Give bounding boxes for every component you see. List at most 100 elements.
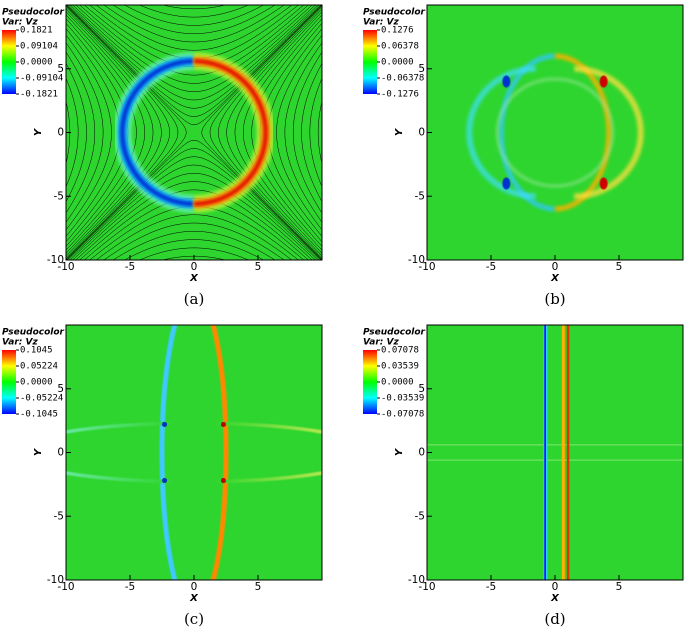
colorbar-label: 0.09104 bbox=[20, 42, 58, 52]
colorbar-label: 0.0000 bbox=[20, 378, 53, 388]
streamline bbox=[66, 62, 87, 203]
y-tick-label: 0 bbox=[57, 127, 64, 139]
x-tick-label: 0 bbox=[552, 581, 559, 593]
streamline bbox=[66, 8, 162, 257]
y-tick-label: 5 bbox=[57, 63, 64, 75]
colorbar-label: -0.05224 bbox=[20, 393, 63, 403]
wave-front bbox=[566, 325, 570, 580]
streamline bbox=[66, 77, 79, 188]
wave-front bbox=[193, 59, 268, 206]
colorbar-label: -0.09104 bbox=[20, 73, 63, 83]
field bbox=[66, 5, 322, 260]
x-tick-label: 0 bbox=[191, 581, 198, 593]
streamline bbox=[79, 189, 309, 260]
y-tick-label: -10 bbox=[47, 254, 64, 266]
wave-front bbox=[561, 325, 565, 580]
y-tick-label: 5 bbox=[57, 383, 64, 395]
streamline bbox=[69, 164, 319, 260]
streamline bbox=[66, 11, 154, 254]
colorbar-label: -0.06378 bbox=[381, 73, 424, 83]
wave-front bbox=[120, 59, 195, 206]
y-tick-label: -10 bbox=[408, 574, 425, 586]
streamline bbox=[317, 100, 322, 165]
caption: (b) bbox=[544, 290, 565, 308]
caption: (a) bbox=[184, 290, 205, 308]
colorbar-label: -0.1045 bbox=[20, 410, 58, 420]
plot-background bbox=[427, 5, 683, 260]
colorbar-label: 0.1821 bbox=[20, 26, 53, 36]
y-axis-label: Y bbox=[394, 127, 405, 136]
colorbar-label: 0.06378 bbox=[381, 42, 419, 52]
streamline bbox=[66, 148, 322, 260]
wave-front bbox=[159, 325, 178, 580]
legend-title: Pseudocolor bbox=[363, 8, 426, 18]
legend-title: Pseudocolor bbox=[363, 328, 426, 338]
streamline bbox=[67, 156, 321, 260]
colorbar-label: 0.0000 bbox=[20, 58, 53, 68]
y-tick-label: 5 bbox=[418, 63, 425, 75]
streamline bbox=[201, 5, 322, 260]
y-tick-label: -5 bbox=[415, 510, 425, 522]
wave-front bbox=[66, 421, 322, 484]
x-tick-label: -5 bbox=[486, 261, 496, 273]
colorbar-label: 0.1045 bbox=[20, 346, 53, 356]
streamline bbox=[66, 5, 187, 260]
field bbox=[66, 325, 322, 580]
streamline bbox=[243, 14, 322, 251]
legend-variable: Var: Vz bbox=[2, 18, 38, 28]
x-tick-label: -5 bbox=[125, 261, 135, 273]
y-axis-label: Y bbox=[33, 127, 44, 136]
legend-title: Pseudocolor bbox=[2, 8, 65, 18]
streamline bbox=[66, 5, 322, 117]
x-tick-label: 5 bbox=[255, 261, 262, 273]
streamline bbox=[66, 18, 137, 247]
streamline bbox=[284, 42, 322, 223]
y-axis-label: Y bbox=[394, 447, 405, 456]
colorbar bbox=[2, 30, 16, 94]
streamline bbox=[209, 5, 322, 260]
streamline bbox=[95, 214, 293, 260]
colorbar-label: 0.0000 bbox=[381, 378, 414, 388]
x-tick-label: -5 bbox=[125, 581, 135, 593]
streamline bbox=[301, 62, 322, 203]
colorbar-label: 0.05224 bbox=[20, 362, 58, 372]
x-axis-label: X bbox=[550, 593, 560, 604]
streamline bbox=[218, 6, 322, 259]
streamline bbox=[226, 8, 322, 257]
colorbar-label: 0.1276 bbox=[381, 26, 414, 36]
wave-front bbox=[466, 65, 536, 200]
streamline bbox=[66, 42, 104, 223]
streamline bbox=[124, 5, 264, 26]
streamline bbox=[292, 51, 322, 214]
y-tick-label: 0 bbox=[57, 447, 64, 459]
x-tick-label: 5 bbox=[616, 261, 623, 273]
y-tick-label: 0 bbox=[418, 447, 425, 459]
wave-front bbox=[495, 77, 615, 188]
streamline bbox=[72, 173, 316, 260]
colorbar-label: -0.1821 bbox=[20, 90, 58, 100]
streamline bbox=[112, 231, 276, 260]
y-tick-label: -5 bbox=[54, 510, 64, 522]
y-tick-label: -5 bbox=[415, 190, 425, 202]
y-tick-label: -10 bbox=[408, 254, 425, 266]
legend-title: Pseudocolor bbox=[2, 328, 65, 338]
plot-background bbox=[66, 325, 322, 580]
colorbar bbox=[363, 30, 377, 94]
colorbar bbox=[363, 350, 377, 414]
streamline bbox=[309, 77, 322, 188]
colorbar-label: -0.07078 bbox=[381, 410, 424, 420]
streamline bbox=[66, 139, 322, 260]
spot bbox=[220, 478, 226, 484]
y-tick-label: -10 bbox=[47, 574, 64, 586]
streamline bbox=[66, 5, 179, 260]
x-tick-label: 5 bbox=[255, 581, 262, 593]
streamline bbox=[251, 18, 322, 247]
colorbar-label: 0.07078 bbox=[381, 346, 419, 356]
legend-variable: Var: Vz bbox=[363, 338, 399, 348]
colorbar-label: 0.03539 bbox=[381, 362, 419, 372]
streamline bbox=[79, 5, 309, 76]
streamline bbox=[72, 5, 316, 92]
colorbar-label: -0.03539 bbox=[381, 394, 424, 404]
